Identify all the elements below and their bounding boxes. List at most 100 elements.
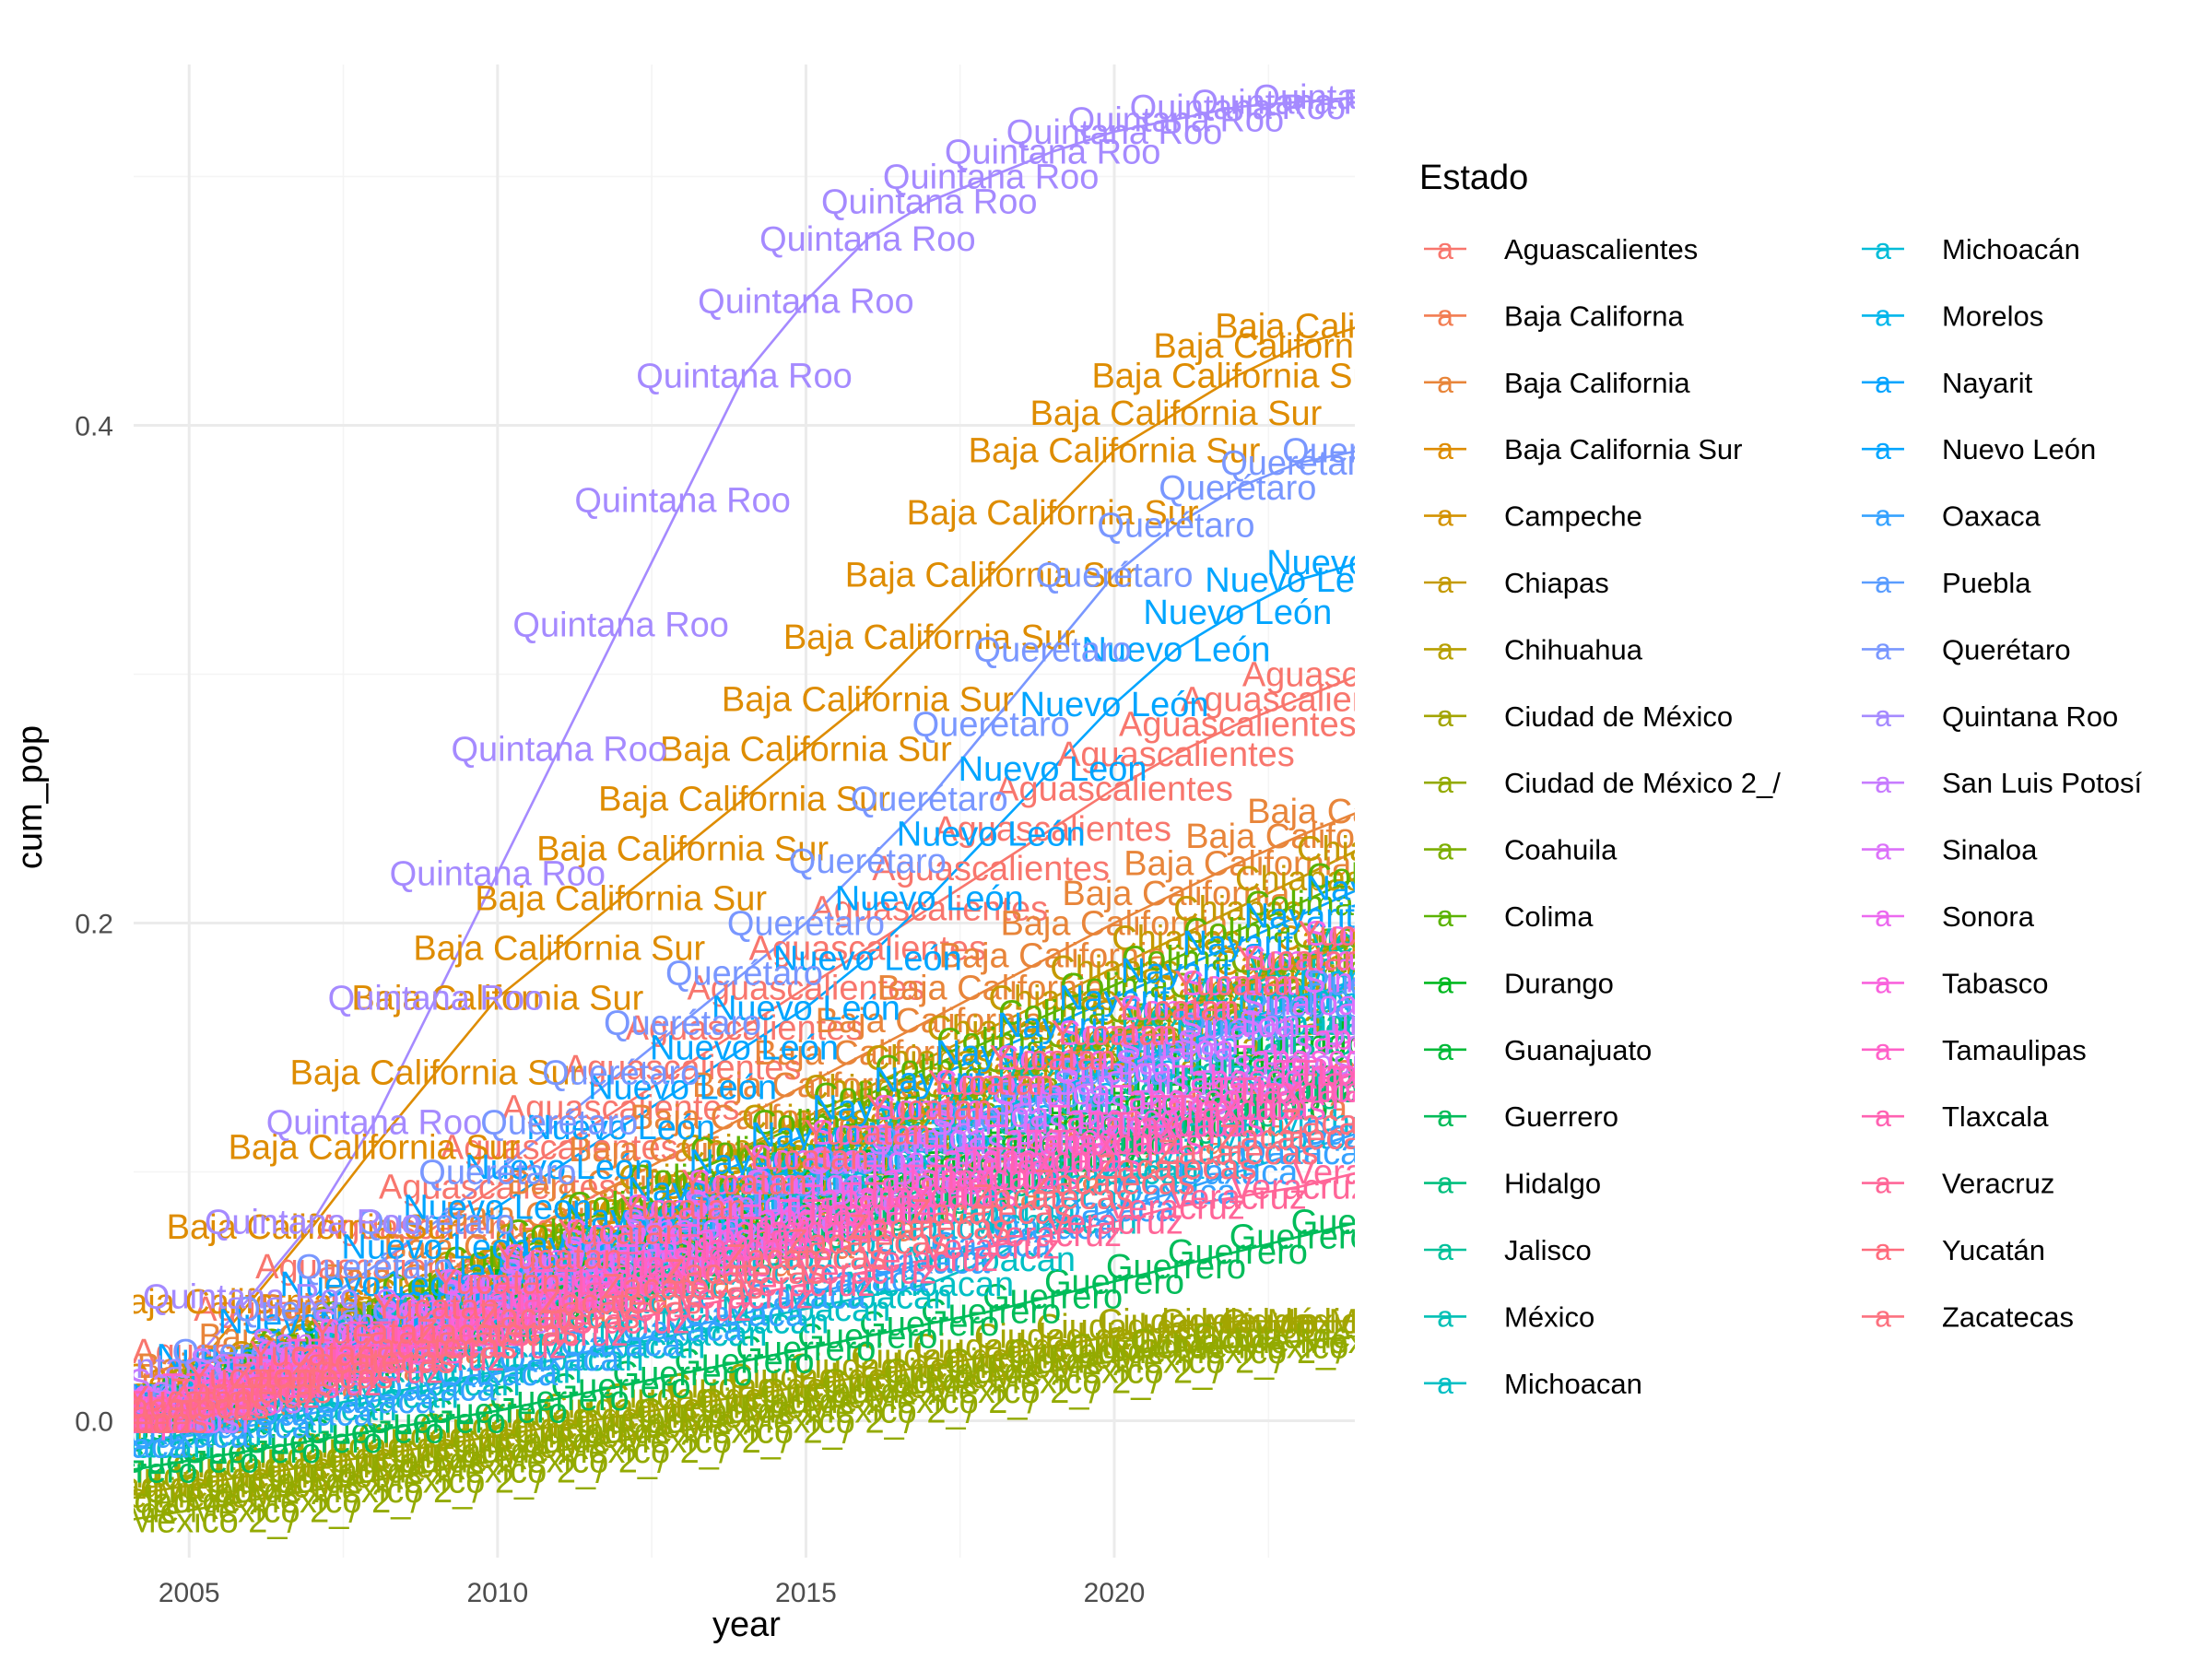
point-label: Ciudad de México 2_/ — [328, 1442, 667, 1481]
point-label: Sinaloa — [1241, 984, 1359, 1023]
point-label: Guanajuato — [1147, 1088, 1329, 1127]
series-line — [134, 812, 1355, 1419]
point-label: Colima — [689, 1131, 799, 1170]
point-label: Puebla — [258, 1343, 368, 1382]
point-label: Veracruz — [1107, 1188, 1245, 1227]
point-label: Veracruz — [552, 1303, 690, 1342]
point-label: Ciudad de México — [0, 1477, 267, 1516]
point-label: Coahuila — [429, 1265, 568, 1304]
point-label: Oaxaca — [375, 1370, 497, 1408]
point-label: Chiapas — [433, 1245, 561, 1284]
y-tick-label: 0.0 — [75, 1407, 113, 1438]
point-label: Tabasco — [494, 1278, 625, 1317]
point-label: Tlaxcala — [494, 1280, 625, 1319]
point-label: San Luis Potosí — [1239, 1005, 1485, 1043]
point-label: Campeche — [166, 1358, 335, 1396]
point-label: Chihuahua — [228, 1340, 398, 1379]
point-label: Michoacan — [228, 1390, 397, 1429]
point-label: Baja California — [76, 1375, 304, 1414]
point-label: Tlaxcala — [309, 1333, 440, 1371]
point-label: Tabasco — [1296, 1019, 1427, 1058]
legend-key-glyph: a — [1437, 833, 1453, 866]
point-label: Chihuahua — [475, 1251, 645, 1289]
point-label: Chihuahua — [289, 1318, 460, 1357]
point-label: Coahuila — [676, 1166, 815, 1205]
point-label: Durango — [369, 1303, 503, 1342]
point-label: Guanajuato — [592, 1245, 773, 1284]
point-label: Michoacán — [104, 1387, 274, 1426]
point-label: Chihuahua — [104, 1382, 275, 1421]
point-label: Tamaulipas — [1211, 1071, 1388, 1110]
point-label: Baja California — [383, 1229, 612, 1267]
point-label: Nayarit — [1121, 952, 1232, 991]
point-label: Chihuahua — [413, 1273, 583, 1312]
point-label: Jalisco — [752, 1183, 859, 1222]
point-label: Quintana Roo — [143, 1278, 359, 1317]
point-label: Coahuila — [860, 1091, 999, 1130]
point-label: Zacatecas — [849, 1208, 1010, 1247]
point-label: Colima — [998, 994, 1108, 1033]
point-label: Nayarit — [1059, 980, 1171, 1018]
point-label: Ciudad de México 2_/ — [945, 1343, 1284, 1382]
legend-key-glyph: a — [1437, 1100, 1453, 1133]
point-label: Querétaro — [480, 1104, 638, 1143]
point-label: Guerrero — [797, 1318, 937, 1357]
point-label: Tamaulipas — [224, 1350, 401, 1389]
point-label: Durango — [60, 1403, 194, 1441]
point-label: Campeche — [660, 1169, 830, 1207]
legend-key-glyph: a — [1875, 432, 1891, 465]
point-label: Yucatán — [681, 1163, 807, 1202]
point-label: Ciudad de México 2_/ — [1130, 1323, 1469, 1361]
point-label: Chiapas — [988, 980, 1116, 1018]
point-label: Guerrero — [242, 1422, 382, 1461]
point-label: Morelos — [620, 1206, 745, 1244]
point-label: Zacatecas — [911, 1194, 1072, 1232]
point-label: Chiapas — [64, 1403, 192, 1441]
point-label: Morelos — [991, 1071, 1115, 1110]
point-label: Querétaro — [665, 955, 823, 994]
point-label: Baja Californa — [387, 1298, 608, 1336]
point-label: Michoacán — [598, 1268, 768, 1307]
legend-label: Oaxaca — [1942, 500, 2041, 533]
point-label: México — [565, 1220, 676, 1259]
point-label: Baja Californa — [449, 1280, 670, 1319]
series-line — [134, 326, 1355, 1418]
legend-key-glyph: a — [1437, 700, 1453, 733]
point-label: México — [195, 1358, 306, 1396]
point-label: Michoacan — [722, 1290, 891, 1329]
point-label: Puebla — [1122, 1031, 1231, 1070]
point-label: Ciudad de México 2_/ — [81, 1482, 420, 1521]
point-label: Michoacan — [42, 1428, 212, 1466]
point-label: Sinaloa — [933, 1096, 1051, 1135]
point-label: Baja California — [754, 1034, 982, 1073]
point-label: Yucatán — [619, 1188, 746, 1227]
point-label: Ciudad de México — [665, 1368, 946, 1406]
point-label: Durango — [307, 1323, 441, 1361]
point-label: Zacatecas — [109, 1387, 270, 1426]
point-label: Hidalgo — [376, 1315, 495, 1354]
point-label: Nuevo León — [33, 1403, 222, 1441]
point-label: Ciudad de México — [851, 1337, 1131, 1376]
point-label: Jalisco — [321, 1323, 428, 1361]
point-label: Nuevo León — [712, 989, 900, 1028]
point-label: Nuevo León — [588, 1069, 777, 1108]
point-label: Hidalgo — [1055, 1124, 1174, 1162]
legend-label: Guerrero — [1504, 1100, 1618, 1133]
point-label: Morelos — [1175, 1005, 1300, 1043]
point-label: Tabasco — [371, 1315, 501, 1354]
point-label: Guerrero — [1230, 1218, 1370, 1257]
point-label: Oaxaca — [191, 1407, 312, 1446]
point-label: Campeche — [598, 1194, 768, 1232]
point-label: Baja California — [1247, 793, 1476, 831]
point-label: Sonora — [71, 1403, 184, 1441]
point-label: Baja California Sur — [351, 980, 643, 1018]
point-label: Campeche — [722, 1144, 891, 1182]
point-label: Tamaulipas — [841, 1176, 1018, 1215]
point-label: Nuevo León — [773, 939, 962, 978]
legend-key-glyph: a — [1875, 1233, 1891, 1266]
point-label: Puebla — [382, 1300, 491, 1339]
point-label: Zacatecas — [231, 1358, 393, 1396]
point-label: Quintana Roo — [821, 183, 1038, 222]
point-label: Sonora — [1242, 939, 1356, 978]
point-label: Michoacan — [598, 1315, 768, 1354]
